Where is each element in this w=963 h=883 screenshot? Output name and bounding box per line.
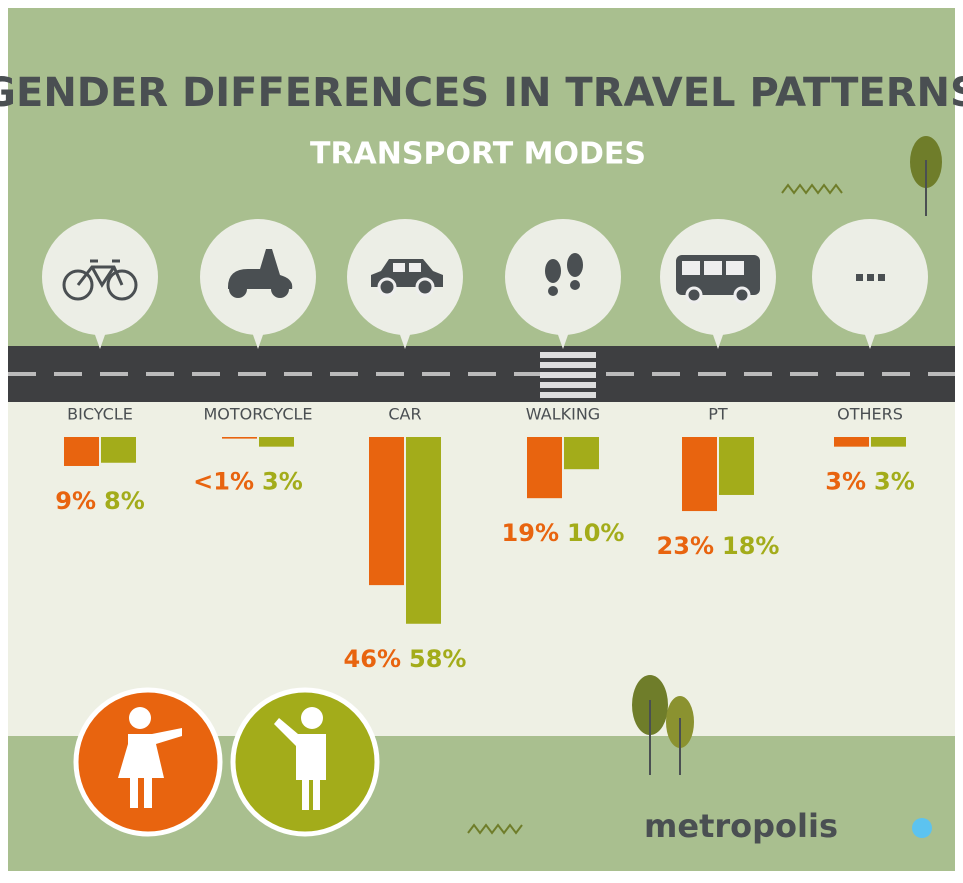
- bar: [369, 437, 404, 585]
- icon-shape: [704, 261, 722, 275]
- value-label: 19%: [502, 519, 559, 547]
- category-label: OTHERS: [837, 405, 903, 424]
- logo-dot: [912, 818, 932, 838]
- title: GENDER DIFFERENCES IN TRAVEL PATTERNS: [0, 70, 963, 116]
- icon-shape: [379, 279, 395, 295]
- bar: [527, 437, 562, 498]
- icon-shape: [682, 261, 700, 275]
- icon-shape: [42, 219, 158, 335]
- infographic: GENDER DIFFERENCES IN TRAVEL PATTERNS TR…: [0, 0, 963, 879]
- category-label: PT: [708, 405, 728, 424]
- icon-shape: [735, 288, 749, 302]
- bar: [259, 437, 294, 447]
- category-label: MOTORCYCLE: [203, 405, 312, 424]
- value-label: <1%: [193, 468, 254, 496]
- icon-shape: [393, 263, 405, 272]
- icon-shape: [548, 286, 558, 296]
- value-label: 8%: [104, 487, 145, 515]
- value-label: 9%: [55, 487, 96, 515]
- value-label: 3%: [262, 468, 303, 496]
- bar: [406, 437, 441, 624]
- bar: [719, 437, 754, 495]
- category-label: CAR: [388, 405, 421, 424]
- value-label: 3%: [825, 468, 866, 496]
- icon-shape: [567, 253, 583, 277]
- value-label: 3%: [874, 468, 915, 496]
- man-badge: [233, 690, 377, 834]
- bar: [64, 437, 99, 466]
- value-label: 23%: [657, 532, 714, 560]
- bar: [222, 437, 257, 439]
- value-label: 46%: [344, 645, 401, 673]
- woman-badge: [76, 690, 220, 834]
- icon-shape: [856, 274, 863, 281]
- category-label: BICYCLE: [67, 405, 133, 424]
- value-label: 10%: [567, 519, 624, 547]
- bar: [682, 437, 717, 511]
- bar: [834, 437, 869, 447]
- value-label: 18%: [722, 532, 779, 560]
- bar: [871, 437, 906, 447]
- icon-shape: [505, 219, 621, 335]
- subtitle: TRANSPORT MODES: [310, 137, 646, 172]
- category-label: WALKING: [526, 405, 600, 424]
- bar: [564, 437, 599, 469]
- icon-shape: [878, 274, 885, 281]
- bar: [101, 437, 136, 463]
- icon-shape: [417, 279, 433, 295]
- logo: metropolis: [644, 807, 838, 845]
- icon-shape: [687, 288, 701, 302]
- icon-shape: [545, 259, 561, 283]
- icon-shape: [570, 280, 580, 290]
- icon-shape: [867, 274, 874, 281]
- value-label: 58%: [409, 645, 466, 673]
- icon-shape: [726, 261, 744, 275]
- icon-shape: [409, 263, 421, 272]
